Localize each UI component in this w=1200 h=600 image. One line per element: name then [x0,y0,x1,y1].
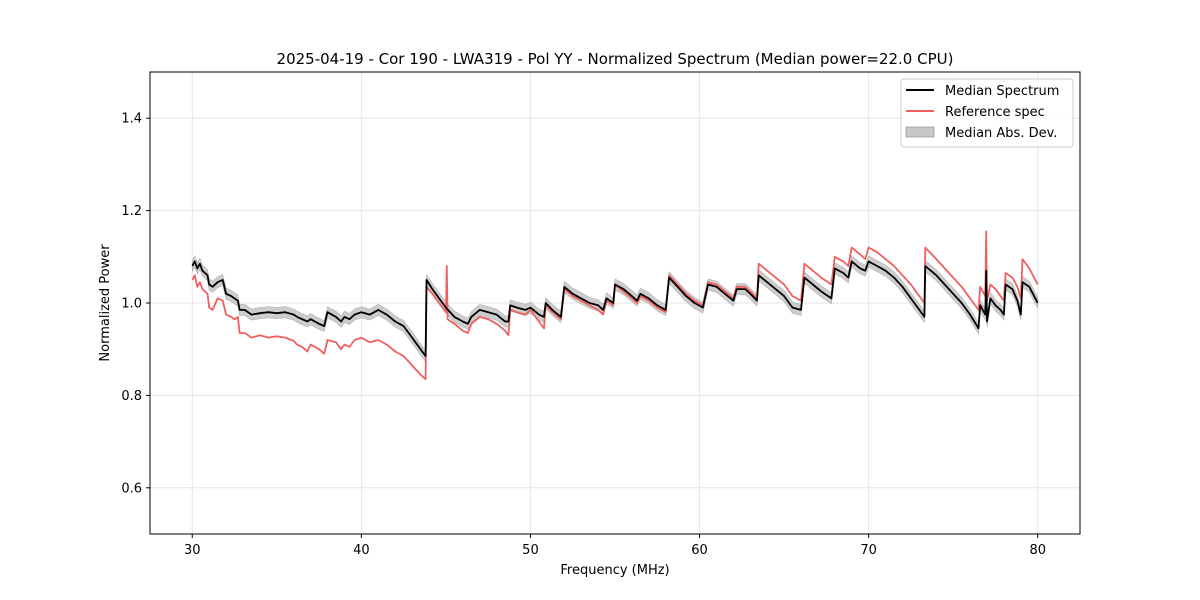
y-axis-ticks: 0.6 0.8 1.0 1.2 1.4 [121,112,150,496]
chart-title: 2025-04-19 - Cor 190 - LWA319 - Pol YY -… [277,50,954,68]
x-axis-label: Frequency (MHz) [560,563,669,578]
y-tick-label: 0.6 [121,481,142,496]
legend-label-median: Median Spectrum [945,84,1059,99]
y-tick-label: 0.8 [121,389,142,404]
y-tick-label: 1.2 [121,204,142,219]
y-tick-label: 1.4 [121,112,142,127]
x-tick-label: 70 [860,543,877,558]
plot-area [191,230,1039,381]
y-axis-label: Normalized Power [98,244,113,362]
x-tick-label: 60 [691,543,708,558]
x-tick-label: 40 [353,543,370,558]
reference-spectrum-line [191,230,1039,381]
legend-swatch-mad [905,126,935,138]
legend-label-mad: Median Abs. Dev. [945,126,1057,141]
x-tick-label: 50 [522,543,539,558]
y-tick-label: 1.0 [121,297,142,312]
x-axis-ticks: 30 40 50 60 70 80 [184,534,1046,558]
median-spectrum-line [191,260,1039,358]
x-tick-label: 80 [1029,543,1046,558]
legend: Median Spectrum Reference spec Median Ab… [900,78,1074,148]
legend-label-reference: Reference spec [945,105,1045,120]
x-tick-label: 30 [184,543,201,558]
legend-box [900,78,1074,148]
